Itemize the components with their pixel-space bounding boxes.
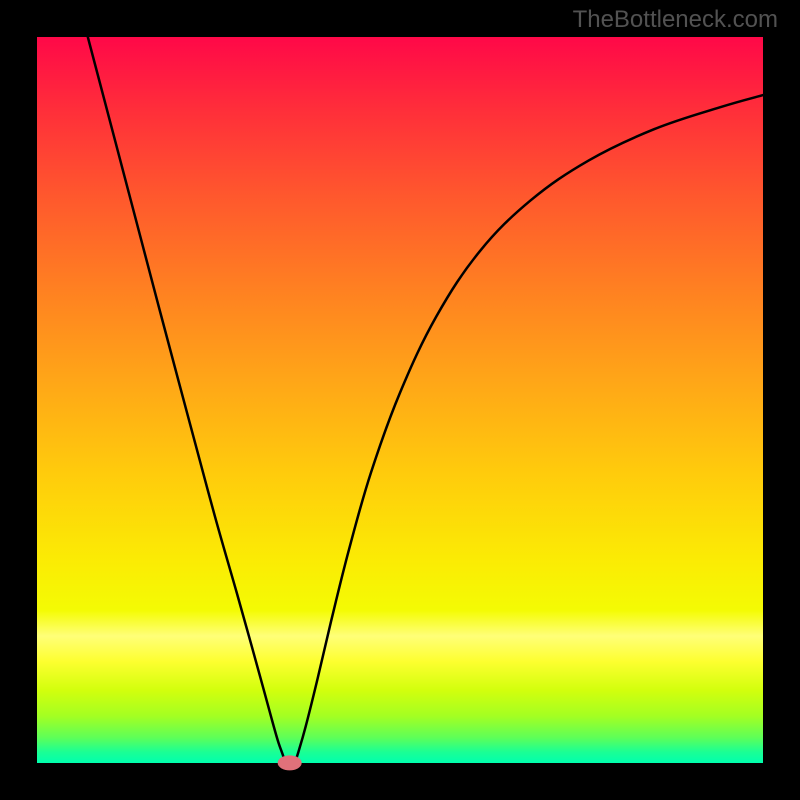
curve-left-branch (88, 37, 285, 763)
chart-container: TheBottleneck.com (0, 0, 800, 800)
watermark-text: TheBottleneck.com (573, 6, 778, 34)
curve-right-branch (295, 95, 763, 763)
minimum-marker (277, 755, 302, 770)
bottleneck-curve (37, 37, 763, 763)
